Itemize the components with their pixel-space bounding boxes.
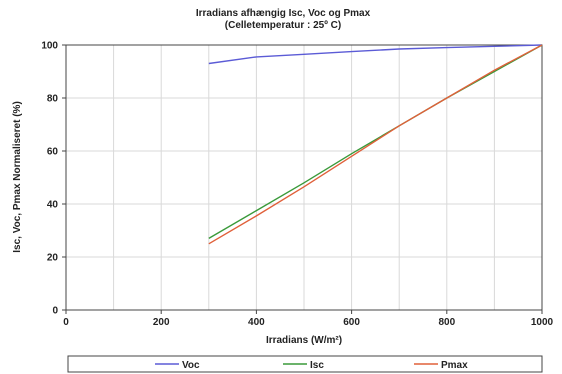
x-tick-label: 400 [248, 317, 265, 328]
plot-area [65, 44, 543, 311]
chart-title: Irradians afhængig Isc, Voc og Pmax [196, 8, 371, 19]
series-lines [208, 44, 543, 245]
legend-label-voc: Voc [182, 360, 200, 371]
y-tick-label: 0 [52, 306, 58, 317]
x-tick-label: 800 [438, 317, 455, 328]
y-axis-label: Isc, Voc, Pmax Normaliseret (%) [12, 101, 23, 253]
legend-label-isc: Isc [310, 360, 324, 371]
legend-label-pmax: Pmax [441, 360, 468, 371]
legend: Voc Isc Pmax [155, 360, 468, 371]
y-tick-label: 60 [47, 147, 59, 158]
tick-labels: 0 200 400 600 800 1000 0 20 40 60 80 100 [41, 41, 553, 329]
x-tick-label: 200 [153, 317, 170, 328]
x-tick-label: 0 [63, 317, 69, 328]
series-line-pmax [208, 44, 543, 245]
y-tick-label: 40 [47, 200, 59, 211]
y-tick-label: 80 [47, 94, 59, 105]
chart-subtitle: (Celletemperatur : 25º C) [225, 20, 341, 31]
series-line-isc [208, 44, 543, 240]
series-line-voc [208, 44, 543, 65]
grid [66, 45, 542, 310]
y-tick-label: 20 [47, 253, 59, 264]
x-axis-label: Irradians (W/m²) [266, 335, 342, 346]
y-tick-label: 100 [41, 41, 58, 52]
x-tick-label: 1000 [531, 317, 554, 328]
x-tick-label: 600 [343, 317, 360, 328]
